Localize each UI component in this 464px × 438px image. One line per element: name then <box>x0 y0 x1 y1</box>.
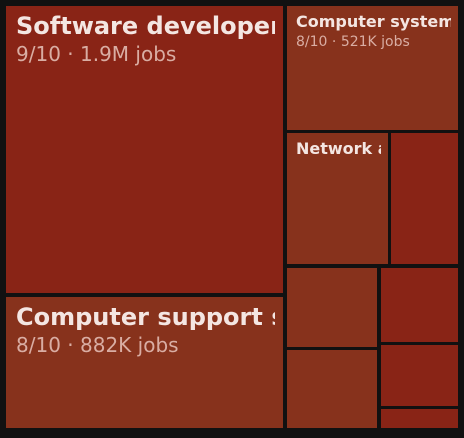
treemap-tile[interactable] <box>381 345 458 406</box>
treemap-tile[interactable] <box>381 409 458 428</box>
tile-title: Network a <box>296 139 381 158</box>
tile-separator: · <box>327 34 341 50</box>
tile-score: 9/10 <box>16 42 61 66</box>
tile-subtitle: 8/10 · 521K jobs <box>296 34 451 50</box>
tile-subtitle: 9/10 · 1.9M jobs <box>16 42 275 66</box>
tile-jobs: 882K jobs <box>80 333 179 357</box>
tile-separator: · <box>60 42 80 66</box>
treemap-tile[interactable] <box>381 268 458 342</box>
treemap-tile[interactable]: Software developers,9/10 · 1.9M jobs <box>6 6 283 293</box>
tile-jobs: 521K jobs <box>340 34 410 50</box>
treemap-tile[interactable] <box>287 268 377 347</box>
tile-score: 8/10 <box>296 34 328 50</box>
treemap-tile[interactable] <box>391 133 458 264</box>
tile-title: Computer system <box>296 12 451 31</box>
tile-title: Software developers, <box>16 12 275 40</box>
treemap-tile[interactable]: Computer system 8/10 · 521K jobs <box>287 6 458 130</box>
tile-score: 8/10 <box>16 333 61 357</box>
tile-title: Computer support sp <box>16 303 275 331</box>
treemap-tile[interactable]: Computer support sp 8/10 · 882K jobs <box>6 297 283 428</box>
tile-jobs: 1.9M jobs <box>80 42 177 66</box>
treemap-tile[interactable]: Network a <box>287 133 388 264</box>
treemap-tile[interactable] <box>287 350 377 428</box>
tile-subtitle: 8/10 · 882K jobs <box>16 333 275 357</box>
tile-separator: · <box>60 333 80 357</box>
